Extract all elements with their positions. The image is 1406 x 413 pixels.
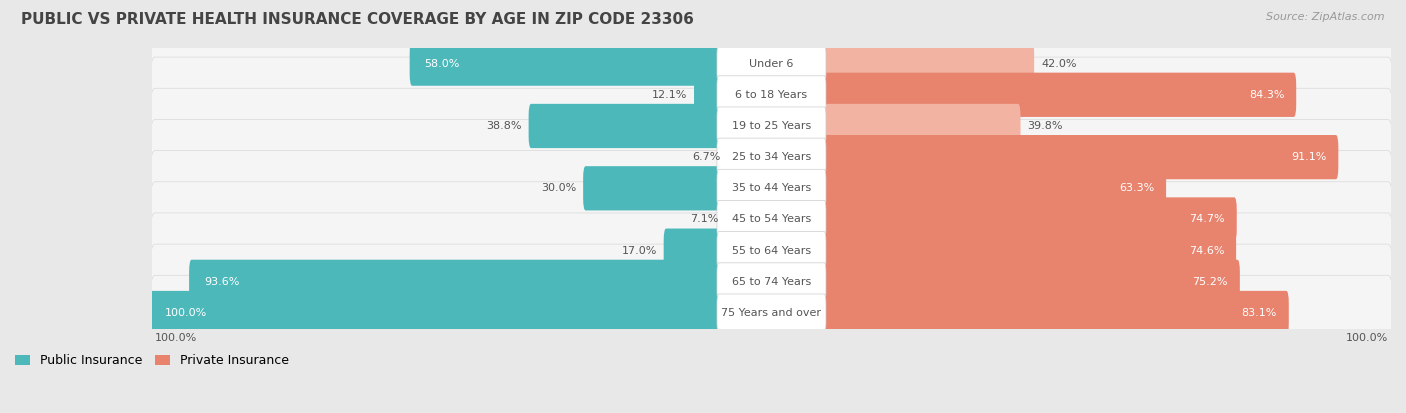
Text: 74.7%: 74.7% [1189,214,1225,225]
FancyBboxPatch shape [769,41,1035,86]
FancyBboxPatch shape [583,166,773,211]
Text: 7.1%: 7.1% [690,214,718,225]
Text: 45 to 54 Years: 45 to 54 Years [733,214,811,225]
FancyBboxPatch shape [150,151,1393,226]
FancyBboxPatch shape [717,232,825,270]
FancyBboxPatch shape [149,291,773,335]
FancyBboxPatch shape [190,260,773,304]
Text: 58.0%: 58.0% [425,59,460,69]
Text: 100.0%: 100.0% [1346,333,1388,343]
Text: 12.1%: 12.1% [652,90,688,100]
FancyBboxPatch shape [769,260,1240,304]
Text: 75.2%: 75.2% [1192,277,1227,287]
FancyBboxPatch shape [150,26,1393,101]
FancyBboxPatch shape [150,213,1393,288]
FancyBboxPatch shape [769,104,1021,148]
FancyBboxPatch shape [409,41,773,86]
Text: Source: ZipAtlas.com: Source: ZipAtlas.com [1267,12,1385,22]
FancyBboxPatch shape [769,135,1339,179]
Text: 75 Years and over: 75 Years and over [721,308,821,318]
FancyBboxPatch shape [769,166,1166,211]
Text: 19 to 25 Years: 19 to 25 Years [733,121,811,131]
Text: 93.6%: 93.6% [204,277,239,287]
Text: 35 to 44 Years: 35 to 44 Years [733,183,811,193]
Text: 91.1%: 91.1% [1291,152,1327,162]
Text: 25 to 34 Years: 25 to 34 Years [733,152,811,162]
FancyBboxPatch shape [695,73,773,117]
Text: 30.0%: 30.0% [541,183,576,193]
Text: 17.0%: 17.0% [621,246,657,256]
FancyBboxPatch shape [664,228,773,273]
FancyBboxPatch shape [150,275,1393,351]
Text: 74.6%: 74.6% [1189,246,1225,256]
FancyBboxPatch shape [529,104,773,148]
Legend: Public Insurance, Private Insurance: Public Insurance, Private Insurance [15,354,288,367]
FancyBboxPatch shape [717,294,825,332]
FancyBboxPatch shape [150,119,1393,195]
FancyBboxPatch shape [769,291,1289,335]
FancyBboxPatch shape [717,45,825,83]
Text: 6.7%: 6.7% [692,152,721,162]
Text: 39.8%: 39.8% [1028,121,1063,131]
FancyBboxPatch shape [150,88,1393,164]
FancyBboxPatch shape [150,57,1393,133]
FancyBboxPatch shape [150,244,1393,320]
Text: 38.8%: 38.8% [486,121,522,131]
Text: 55 to 64 Years: 55 to 64 Years [733,246,811,256]
FancyBboxPatch shape [717,107,825,145]
FancyBboxPatch shape [717,200,825,238]
Text: 6 to 18 Years: 6 to 18 Years [735,90,807,100]
Text: 84.3%: 84.3% [1249,90,1285,100]
FancyBboxPatch shape [769,73,1296,117]
Text: 65 to 74 Years: 65 to 74 Years [733,277,811,287]
Text: 83.1%: 83.1% [1241,308,1277,318]
Text: 100.0%: 100.0% [155,333,197,343]
Text: PUBLIC VS PRIVATE HEALTH INSURANCE COVERAGE BY AGE IN ZIP CODE 23306: PUBLIC VS PRIVATE HEALTH INSURANCE COVER… [21,12,695,27]
FancyBboxPatch shape [769,197,1237,242]
Text: 42.0%: 42.0% [1040,59,1077,69]
Text: 63.3%: 63.3% [1119,183,1154,193]
FancyBboxPatch shape [717,263,825,301]
FancyBboxPatch shape [727,135,773,179]
FancyBboxPatch shape [717,169,825,207]
Text: Under 6: Under 6 [749,59,793,69]
Text: 100.0%: 100.0% [165,308,207,318]
FancyBboxPatch shape [769,228,1236,273]
FancyBboxPatch shape [717,76,825,114]
FancyBboxPatch shape [150,182,1393,257]
FancyBboxPatch shape [717,138,825,176]
FancyBboxPatch shape [725,197,773,242]
